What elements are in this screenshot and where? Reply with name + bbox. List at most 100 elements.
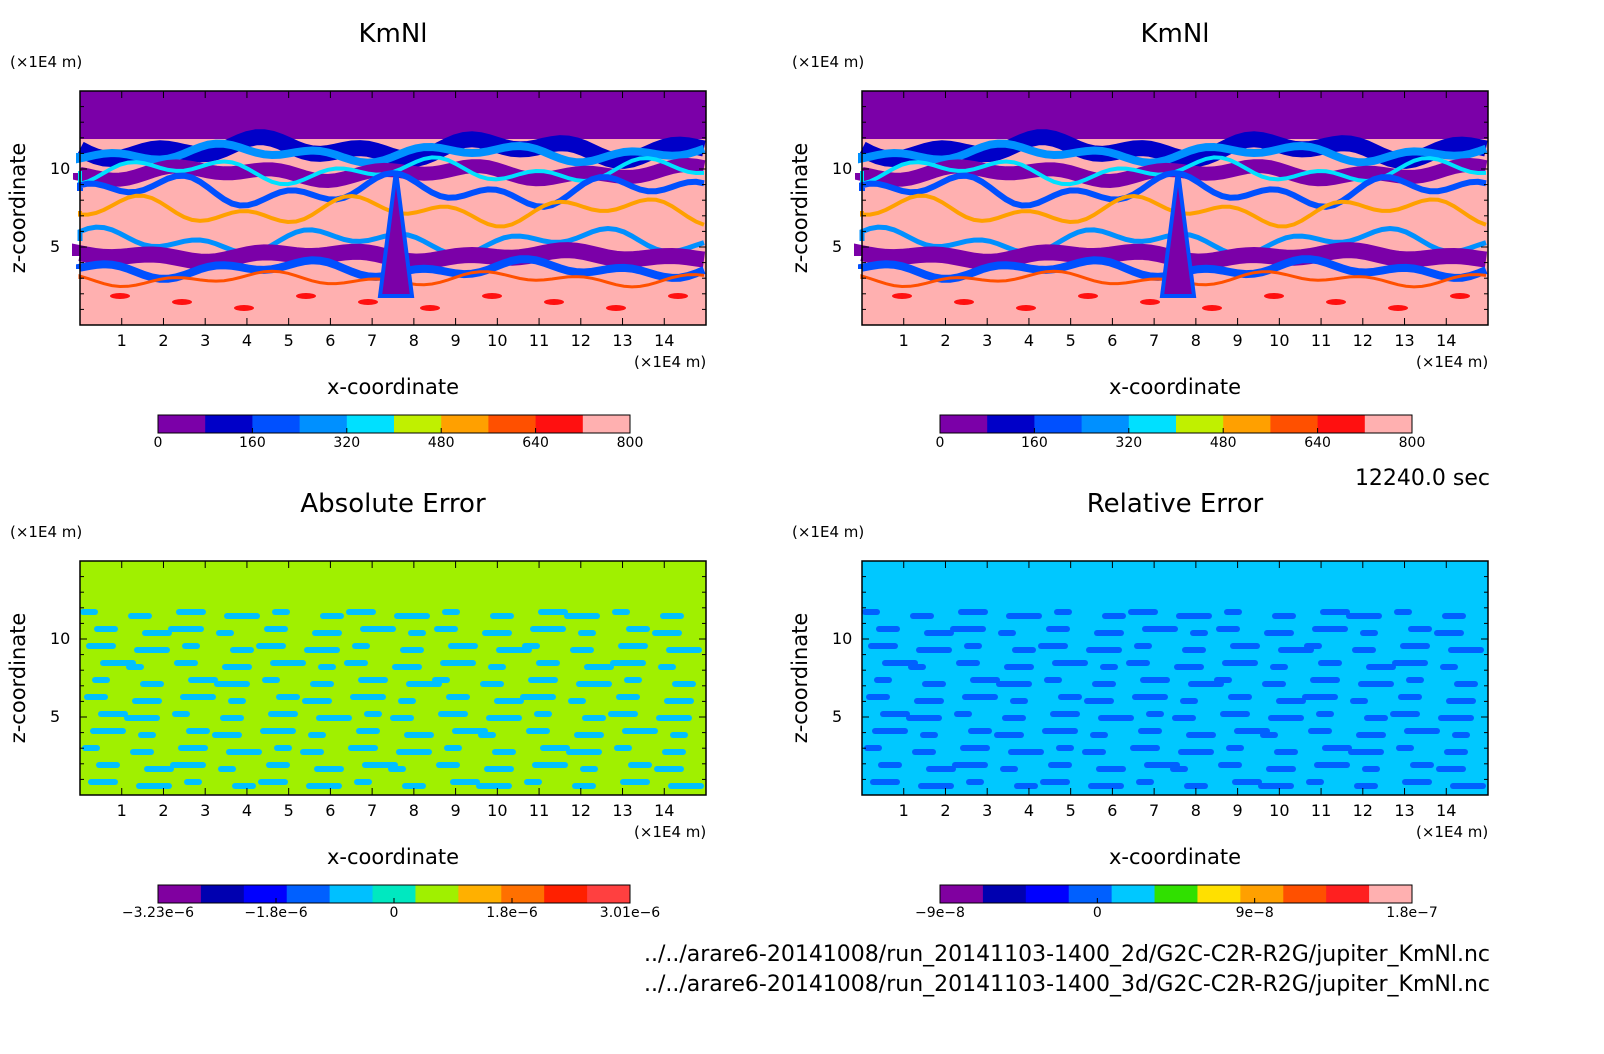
contour-patch — [1052, 660, 1088, 666]
contour-patch — [524, 779, 542, 785]
contour-patch — [90, 728, 126, 734]
contour-patch — [652, 630, 682, 636]
contour-patch — [488, 664, 506, 670]
colorbar-tick-label: 160 — [1021, 435, 1048, 451]
x-tick-label: 13 — [1394, 331, 1415, 350]
contour-patch — [868, 643, 898, 649]
contour-patch — [1014, 783, 1038, 789]
contour-patch — [880, 711, 910, 717]
colorbar-tick-label: 0 — [389, 905, 399, 921]
contour-patch — [526, 728, 550, 734]
contour-band — [855, 157, 1488, 189]
contour-patch — [1216, 626, 1240, 632]
contour-patch — [318, 664, 336, 670]
field-top-layer — [862, 91, 1488, 139]
contour-patch — [496, 647, 532, 653]
contour-patch — [866, 694, 890, 700]
contour-patch — [1222, 660, 1258, 666]
colorbar-swatch — [1369, 885, 1413, 903]
contour-patch — [916, 647, 952, 653]
contour-patch — [128, 613, 152, 619]
contour-patch — [1360, 630, 1378, 636]
contour-patch — [662, 749, 686, 755]
contour-patch — [530, 626, 566, 632]
x-tick-label: 10 — [1269, 331, 1290, 350]
contour-patch — [956, 660, 980, 666]
time-label: 12240.0 sec — [1354, 466, 1490, 491]
contour-patch — [350, 694, 386, 700]
x-tick-label: 14 — [654, 801, 675, 820]
contour-patch — [996, 681, 1032, 687]
contour-patch — [1452, 732, 1470, 738]
colorbar-swatch — [252, 415, 301, 433]
field-background — [80, 561, 706, 795]
contour-patch — [1440, 664, 1458, 670]
colorbar — [939, 884, 1413, 904]
contour-patch — [1354, 783, 1378, 789]
colorbar-swatch — [1326, 885, 1370, 903]
contour-patch — [1454, 681, 1478, 687]
contour-patch — [306, 783, 342, 789]
contour-patch — [1304, 643, 1322, 649]
contour-patch — [1312, 626, 1348, 632]
contour-patch — [876, 626, 900, 632]
contour-patch — [616, 694, 640, 700]
contour-patch — [572, 783, 596, 789]
x-tick-label: 2 — [940, 331, 951, 350]
contour-speck — [1388, 305, 1408, 311]
plot-field — [862, 561, 1488, 795]
contour-patch — [1002, 715, 1026, 721]
contour-patch — [528, 677, 558, 683]
x-tick-label: 6 — [1107, 331, 1118, 350]
contour-patch — [1082, 749, 1106, 755]
chart-title: KmNl — [1140, 19, 1210, 49]
colorbar-swatch — [1283, 885, 1327, 903]
colorbar-swatch — [299, 415, 348, 433]
x-tick-label: 3 — [200, 331, 211, 350]
contour-patch — [624, 677, 642, 683]
y-tick-label: 10 — [50, 629, 71, 648]
x-unit-label: (×1E4 m) — [634, 353, 707, 371]
contour-patch — [862, 609, 880, 615]
x-tick-label: 8 — [1190, 331, 1201, 350]
colorbar-frame — [157, 414, 631, 434]
contour-patch — [1234, 728, 1270, 734]
contour-patch — [1306, 779, 1324, 785]
file-path-3d: ../../arare6-20141008/run_20141103-1400_… — [643, 972, 1490, 997]
colorbar-swatch — [1223, 415, 1271, 433]
contour-patch — [994, 732, 1024, 738]
chart-title: Absolute Error — [300, 489, 486, 519]
colorbar-swatch — [243, 885, 288, 903]
contour-patch — [132, 698, 162, 704]
contour-patch — [138, 732, 156, 738]
x-tick-label: 10 — [487, 801, 508, 820]
contour-patch — [228, 698, 246, 704]
contour-patch — [610, 660, 646, 666]
contour-patch — [1186, 732, 1216, 738]
central-plume — [1159, 170, 1197, 298]
colorbar-swatch — [346, 415, 395, 433]
x-tick-label: 8 — [408, 331, 419, 350]
contour-patch — [1408, 626, 1432, 632]
contour-band — [860, 193, 1487, 229]
contour-patch — [1402, 779, 1432, 785]
contour-patch — [300, 749, 324, 755]
contour-patch — [258, 779, 288, 785]
contour-patch — [388, 766, 406, 772]
contour-patch — [408, 630, 426, 636]
colorbar-swatch — [1068, 885, 1113, 903]
contour-patch — [392, 664, 422, 670]
x-axis-label: x-coordinate — [1108, 845, 1242, 869]
y-tick-label: 5 — [50, 237, 61, 256]
contour-patch — [1142, 626, 1178, 632]
contour-patch — [584, 664, 614, 670]
colorbar-tick-label: 800 — [616, 435, 644, 451]
colorbar-swatch — [286, 885, 331, 903]
contour-patch — [1310, 677, 1340, 683]
contour-band — [77, 169, 705, 210]
contour-patch — [136, 783, 172, 789]
contour-patch — [1260, 732, 1278, 738]
contour-patch — [1054, 609, 1072, 615]
colorbar-tick-label: 320 — [333, 435, 361, 451]
